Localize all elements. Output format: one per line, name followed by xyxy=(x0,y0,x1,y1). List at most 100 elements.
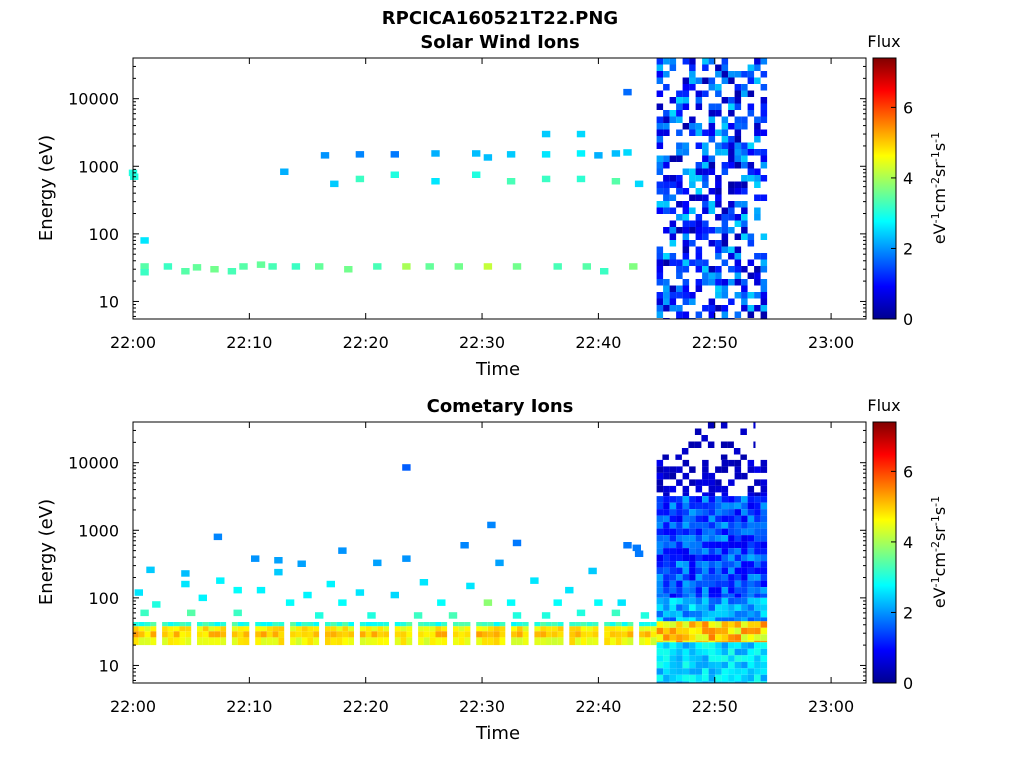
heat-cell xyxy=(715,90,722,97)
x-tick-label: 22:30 xyxy=(459,697,505,716)
heat-cell xyxy=(656,634,664,641)
heat-cell xyxy=(760,640,768,643)
band-cell xyxy=(133,631,139,638)
heat-cell xyxy=(689,621,696,628)
heat-cell xyxy=(734,246,742,253)
heat-cell xyxy=(721,597,729,605)
heat-cell xyxy=(663,640,670,643)
heat-cell xyxy=(760,71,768,78)
band-cell xyxy=(167,631,174,638)
heat-cell xyxy=(656,142,664,149)
heat-cell xyxy=(747,175,755,182)
heat-cell xyxy=(695,129,703,136)
heat-cell xyxy=(656,90,664,97)
heat-cell xyxy=(760,103,768,110)
heat-cell xyxy=(689,642,696,649)
heat-cell xyxy=(702,479,709,486)
heat-cell xyxy=(721,77,729,84)
heat-cell xyxy=(715,648,722,656)
colorbar-tick-label: 4 xyxy=(903,169,913,188)
heat-cell xyxy=(721,574,729,581)
band-cell xyxy=(406,637,413,646)
heat-cell xyxy=(669,567,677,575)
heat-cell xyxy=(669,298,677,305)
data-point xyxy=(373,263,382,270)
heat-cell xyxy=(734,233,742,240)
heat-cell xyxy=(734,103,742,110)
heat-cell xyxy=(676,311,683,318)
heat-cell xyxy=(663,580,670,588)
heat-cell xyxy=(747,587,755,594)
heat-cell xyxy=(701,435,708,442)
heat-cell xyxy=(760,561,768,568)
heat-cell xyxy=(682,515,690,523)
cometary-heatmap xyxy=(133,422,768,683)
band-cell xyxy=(202,626,209,632)
band-cell xyxy=(406,626,413,632)
heat-cell xyxy=(721,604,729,611)
heat-cell xyxy=(721,548,729,555)
data-point xyxy=(181,570,190,577)
heat-cell xyxy=(708,266,716,273)
band-cell xyxy=(580,626,587,632)
heat-cell xyxy=(695,266,703,273)
heat-cell xyxy=(695,479,703,486)
band-cell xyxy=(458,637,465,646)
heat-cell xyxy=(702,627,709,635)
heat-cell xyxy=(695,253,703,260)
x-tick-label: 22:10 xyxy=(226,333,272,352)
band-cell xyxy=(551,622,558,627)
heat-cell xyxy=(689,574,696,581)
data-point xyxy=(594,152,603,159)
heat-cell xyxy=(715,214,722,221)
heat-cell xyxy=(728,181,735,188)
data-point xyxy=(611,178,621,185)
data-point xyxy=(140,263,149,270)
heat-cell xyxy=(760,129,768,136)
heat-cell xyxy=(734,214,742,221)
band-cell xyxy=(214,631,221,638)
band-cell xyxy=(441,631,448,638)
heat-cell xyxy=(721,71,729,78)
y-tick-label: 1000 xyxy=(78,521,119,540)
heat-cell xyxy=(760,541,768,549)
band-cell xyxy=(307,631,314,638)
data-point xyxy=(472,150,481,157)
heat-cell xyxy=(669,580,677,588)
heat-cell xyxy=(663,567,670,575)
heat-cell xyxy=(663,259,670,266)
heat-cell xyxy=(734,535,742,542)
heat-cell xyxy=(689,597,696,605)
heat-cell xyxy=(728,227,735,234)
band-cell xyxy=(476,622,482,627)
data-point xyxy=(210,266,219,273)
heat-cell xyxy=(656,272,664,279)
band-cell xyxy=(429,626,436,632)
heat-cell xyxy=(702,655,709,662)
heat-cell xyxy=(741,188,748,195)
heat-cell xyxy=(760,84,768,91)
x-tick-label: 23:00 xyxy=(808,333,854,352)
heat-cell xyxy=(708,661,716,669)
heat-cell xyxy=(682,617,690,622)
heat-cell xyxy=(741,279,748,286)
heat-cell xyxy=(708,541,716,549)
band-cell xyxy=(650,622,657,627)
heat-cell xyxy=(689,479,696,486)
heat-cell xyxy=(682,502,690,510)
heat-cell xyxy=(721,655,729,662)
band-cell xyxy=(639,622,645,627)
plot-frame xyxy=(132,57,867,320)
heat-cell xyxy=(754,561,761,568)
band-cell xyxy=(179,626,186,632)
data-point xyxy=(338,547,347,554)
heat-cell xyxy=(741,220,748,227)
heat-cell xyxy=(656,661,664,669)
band-cell xyxy=(569,631,576,638)
heat-cell xyxy=(656,459,664,467)
heat-cell xyxy=(669,661,677,669)
heat-cell xyxy=(676,621,683,628)
heat-cell xyxy=(747,522,755,529)
heat-cell xyxy=(754,642,761,649)
